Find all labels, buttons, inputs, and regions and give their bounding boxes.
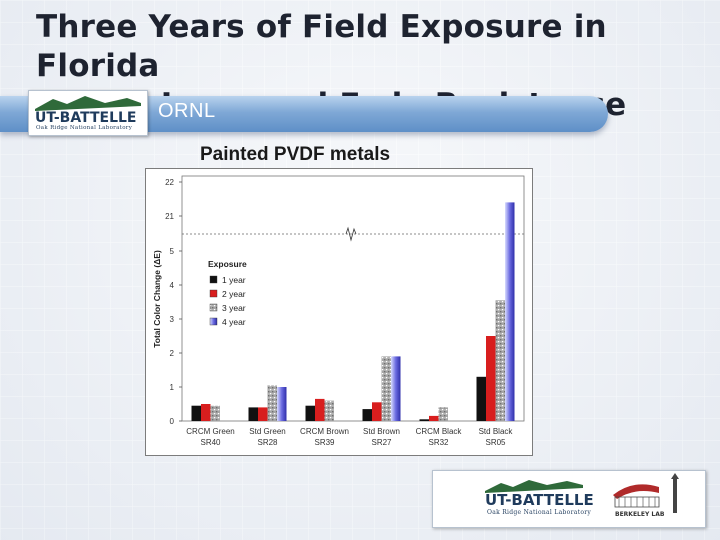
legend-item: 1 year [222,275,246,285]
title-line-1: Three Years of Field Exposure in Florida [36,9,607,84]
bar-3-year-SR39 [324,400,334,421]
bar-4-year-SR27 [391,356,401,421]
x-category-label: Std Brown [363,427,400,436]
bar-1-year-SR32 [419,419,429,421]
y-tick-label: 5 [170,247,175,256]
x-category-label: CRCM Black [416,427,463,436]
footer-logos: UT-BATTELLE Oak Ridge National Laborator… [432,470,706,528]
bar-1-year-SR05 [476,376,486,421]
x-category-code: SR28 [257,438,278,447]
bar-4-year-SR05 [505,202,515,421]
y-tick-label: 2 [170,349,175,358]
legend-swatch [209,317,218,326]
x-category-code: SR39 [314,438,335,447]
bar-2-year-SR39 [315,398,325,421]
legend-item: 3 year [222,303,246,313]
axis-break-mark [345,226,357,242]
legend-item: 2 year [222,289,246,299]
footer-logo-art [485,473,679,513]
bar-2-year-SR27 [372,402,382,421]
bar-3-year-SR28 [267,385,277,421]
ut-battelle-logo: UT-BATTELLE Oak Ridge National Laborator… [28,90,148,136]
x-category-code: SR05 [485,438,506,447]
ut-battelle-logo-mark [35,96,141,111]
y-tick-label: 0 [170,417,175,426]
bar-4-year-SR28 [277,387,287,421]
legend-item: 4 year [222,317,246,327]
footer-ut-battelle-sub: Oak Ridge National Laboratory [487,509,592,516]
x-category-code: SR40 [200,438,221,447]
band-label: ORNL [158,100,216,122]
y-tick-label: 3 [170,315,175,324]
bar-2-year-SR28 [258,407,268,421]
plot-area [181,175,525,422]
bar-2-year-SR05 [486,336,496,421]
bar-2-year-SR32 [429,415,439,421]
bar-chart: 0 1 2 3 4 5 21 22 Total Color Change (ΔE) CRCM Gr… [152,175,525,447]
bar-3-year-SR05 [495,300,505,421]
bar-3-year-SR32 [438,407,448,421]
footer-berkeley-name: BERKELEY LAB [615,511,665,518]
legend-swatch [209,275,218,284]
bar-3-year-SR40 [210,405,220,421]
x-category-label: Std Green [249,427,285,436]
bar-1-year-SR27 [362,409,372,421]
chart-subtitle: Painted PVDF metals [200,144,391,165]
bar-3-year-SR27 [381,356,391,421]
y-tick-label: 4 [170,281,175,290]
ut-battelle-logo-name: UT-BATTELLE [35,110,137,126]
y-tick-label: 22 [165,178,174,187]
legend-swatch [209,289,218,298]
ut-battelle-logo-sub: Oak Ridge National Laboratory [36,125,133,131]
chart-frame: 0 1 2 3 4 5 21 22 Total Color Change (ΔE) CRCM Gr… [145,168,533,456]
legend-title: Exposure [208,259,247,269]
bar-1-year-SR28 [248,407,258,421]
y-tick-label: 21 [165,212,174,221]
legend-swatch [209,303,218,312]
x-category-code: SR27 [371,438,392,447]
y-tick-label: 1 [170,383,175,392]
bar-2-year-SR40 [201,404,211,421]
x-category-code: SR32 [428,438,449,447]
x-category-label: Std Black [479,427,514,436]
bar-1-year-SR40 [191,405,201,421]
x-category-label: CRCM Brown [300,427,349,436]
y-axis-label: Total Color Change (ΔE) [152,250,162,348]
footer-ut-battelle-name: UT-BATTELLE [485,491,594,509]
x-category-label: CRCM Green [186,427,234,436]
bar-1-year-SR39 [305,405,315,421]
